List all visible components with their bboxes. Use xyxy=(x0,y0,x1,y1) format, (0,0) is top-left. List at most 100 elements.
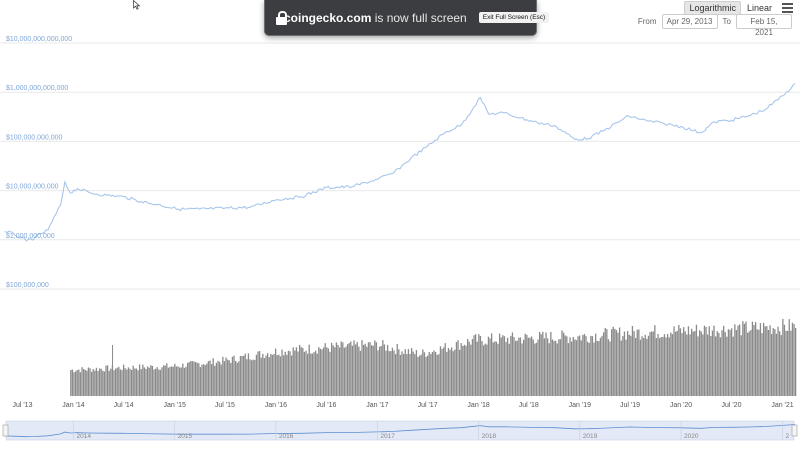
volume-bar xyxy=(386,344,389,396)
volume-bar xyxy=(102,370,104,396)
volume-bar xyxy=(257,351,259,396)
volume-bar xyxy=(737,325,739,396)
volume-bar xyxy=(631,325,634,396)
volume-bar xyxy=(153,369,155,396)
volume-bar xyxy=(417,356,419,396)
volume-bar xyxy=(393,350,395,396)
volume-bar xyxy=(159,369,162,396)
volume-bar xyxy=(534,343,536,396)
volume-bar xyxy=(145,368,147,396)
volume-bar xyxy=(246,359,248,396)
volume-bar xyxy=(524,333,526,396)
volume-bar xyxy=(615,330,618,396)
exit-fullscreen-button[interactable]: Exit Full Screen (Esc) xyxy=(478,12,550,23)
volume-bar xyxy=(172,366,174,396)
to-date-input[interactable]: Feb 15, 2021 xyxy=(736,14,792,37)
y-tick-label: $100,000,000,000 xyxy=(6,134,63,141)
volume-bar xyxy=(233,355,235,396)
volume-bar xyxy=(236,362,238,396)
volume-bar xyxy=(199,367,202,396)
volume-bar xyxy=(702,334,704,396)
volume-bar xyxy=(164,365,166,396)
volume-bar xyxy=(252,359,254,396)
volume-bar xyxy=(532,339,534,396)
from-label: From xyxy=(637,17,657,26)
volume-bar xyxy=(530,336,533,396)
volume-bar xyxy=(482,345,485,396)
volume-bar xyxy=(743,323,746,396)
volume-bar xyxy=(471,339,474,396)
x-tick-label: Jan '17 xyxy=(366,402,388,409)
volume-bar xyxy=(511,332,514,396)
volume-bar xyxy=(454,349,456,396)
volume-bar xyxy=(286,354,288,396)
x-tick-label: Jan '15 xyxy=(164,402,186,409)
volume-bar xyxy=(449,349,451,396)
navigator-left-handle[interactable] xyxy=(2,424,9,437)
volume-bar xyxy=(535,342,538,396)
volume-bar xyxy=(686,334,688,396)
linear-scale-button[interactable]: Linear xyxy=(746,3,772,13)
volume-bar xyxy=(473,335,475,396)
volume-bar xyxy=(516,340,518,396)
volume-bar xyxy=(375,342,378,396)
navigator-right-handle[interactable] xyxy=(791,424,798,437)
volume-bar xyxy=(426,355,429,396)
volume-bar xyxy=(433,350,435,396)
volume-bar xyxy=(350,341,352,396)
volume-bar xyxy=(398,349,400,396)
volume-bar xyxy=(502,335,504,396)
volume-bar xyxy=(442,347,445,396)
volume-bar xyxy=(468,341,470,396)
volume-bar xyxy=(127,367,130,396)
volume-bar xyxy=(663,334,666,396)
volume-bar xyxy=(678,324,680,396)
volume-bar xyxy=(494,341,496,396)
volume-bar xyxy=(634,337,637,396)
from-date-input[interactable]: Apr 29, 2013 xyxy=(661,14,718,29)
volume-bar xyxy=(790,330,792,396)
navigator-year-label: 2018 xyxy=(482,433,497,440)
volume-bar xyxy=(167,367,170,396)
volume-bar xyxy=(636,329,638,396)
volume-bar xyxy=(756,329,758,396)
volume-bar xyxy=(119,369,122,396)
volume-bar xyxy=(722,325,725,396)
volume-bar xyxy=(95,367,98,396)
volume-bar xyxy=(345,346,347,396)
volume-bar xyxy=(575,340,578,396)
volume-bar xyxy=(158,369,160,396)
volume-bar xyxy=(612,326,614,396)
volume-bar xyxy=(681,333,683,396)
volume-bar xyxy=(207,361,210,396)
volume-bar xyxy=(324,343,326,396)
volume-bar xyxy=(724,332,726,396)
volume-bar xyxy=(414,354,416,396)
volume-bar xyxy=(73,372,75,396)
navigator-year-label: 2014 xyxy=(76,433,91,440)
volume-bar xyxy=(503,336,506,396)
volume-bar xyxy=(108,370,110,396)
volume-bar xyxy=(695,324,698,396)
logarithmic-scale-button[interactable]: Logarithmic xyxy=(684,1,741,15)
volume-bar xyxy=(124,368,126,396)
volume-bar xyxy=(689,334,691,396)
volume-bar xyxy=(143,367,146,396)
volume-bar xyxy=(321,349,323,396)
volume-bar xyxy=(598,341,600,396)
hamburger-menu-icon[interactable] xyxy=(782,3,794,13)
range-navigator[interactable]: 2014 2015 2016 2017 2018 2019 2020 2 xyxy=(2,420,798,441)
volume-bar xyxy=(727,329,730,396)
volume-bar xyxy=(425,356,427,396)
volume-bar xyxy=(644,334,646,396)
y-tick-label: $10,000,000,000 xyxy=(6,184,59,191)
volume-bar xyxy=(641,336,643,396)
volume-bar xyxy=(156,367,158,396)
volume-bar xyxy=(369,341,371,396)
volume-bar xyxy=(166,363,168,396)
volume-bar xyxy=(751,321,754,396)
volume-bar xyxy=(183,367,186,396)
volume-bar xyxy=(630,335,632,396)
volume-bar xyxy=(554,340,557,396)
